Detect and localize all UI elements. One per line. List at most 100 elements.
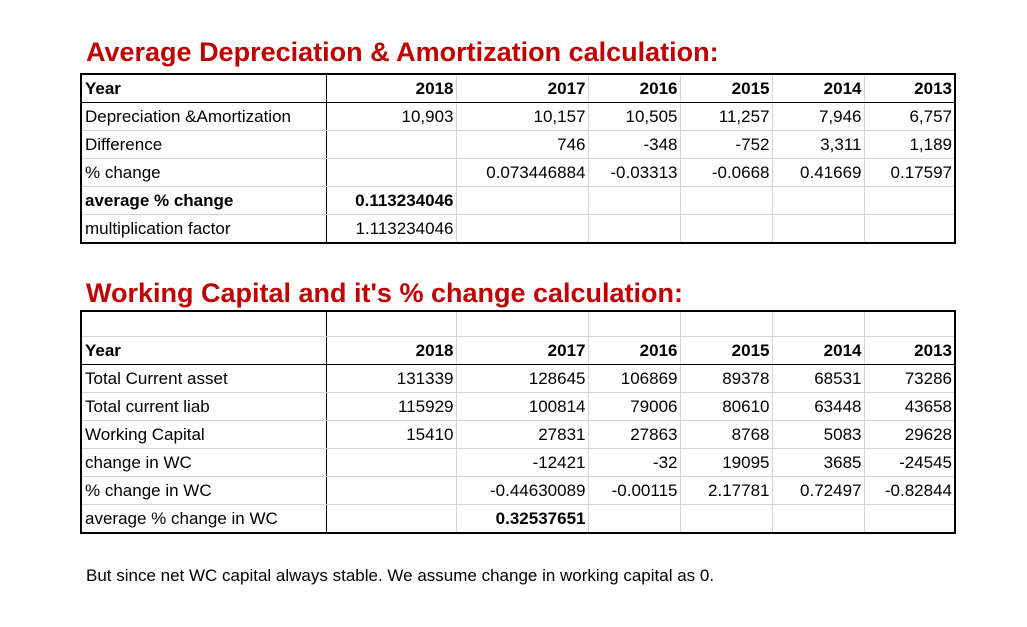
- header-2013: 2013: [863, 336, 956, 365]
- cell: 7,946: [771, 102, 865, 131]
- row-label: multiplication factor: [80, 214, 327, 244]
- spacer-cell: [325, 310, 457, 337]
- cell: -0.82844: [863, 476, 956, 505]
- cell: 0.17597: [863, 158, 956, 187]
- cell: [771, 504, 865, 534]
- cell: 29628: [863, 420, 956, 449]
- header-2016: 2016: [587, 73, 681, 103]
- cell: 2.17781: [679, 476, 773, 505]
- row-label: % change in WC: [80, 476, 327, 505]
- table-row: Total Current asset 131339 128645 106869…: [80, 364, 956, 393]
- cell: 89378: [679, 364, 773, 393]
- cell: 8768: [679, 420, 773, 449]
- cell: 746: [455, 130, 589, 159]
- cell: 19095: [679, 448, 773, 477]
- cell: 11,257: [679, 102, 773, 131]
- row-label: Depreciation &Amortization: [80, 102, 327, 131]
- cell: 3685: [771, 448, 865, 477]
- cell: [679, 504, 773, 534]
- cell: -12421: [455, 448, 589, 477]
- cell: [325, 476, 457, 505]
- cell: [863, 186, 956, 215]
- cell: 80610: [679, 392, 773, 421]
- cell: 0.32537651: [455, 504, 589, 534]
- working-capital-table: Year 2018 2017 2016 2015 2014 2013 Total…: [80, 310, 956, 534]
- cell: -0.03313: [587, 158, 681, 187]
- cell: 43658: [863, 392, 956, 421]
- header-year: Year: [80, 336, 327, 365]
- spacer-cell: [771, 310, 865, 337]
- cell: 1,189: [863, 130, 956, 159]
- header-2014: 2014: [771, 336, 865, 365]
- table-row: multiplication factor 1.113234046: [80, 214, 956, 244]
- table-spacer-row: [80, 310, 956, 337]
- cell: [325, 158, 457, 187]
- cell: 3,311: [771, 130, 865, 159]
- cell: -32: [587, 448, 681, 477]
- depreciation-table: Year 2018 2017 2016 2015 2014 2013 Depre…: [80, 73, 956, 244]
- cell: 27831: [455, 420, 589, 449]
- cell: [679, 214, 773, 244]
- cell: 27863: [587, 420, 681, 449]
- cell: 100814: [455, 392, 589, 421]
- cell: [679, 186, 773, 215]
- spacer-cell: [455, 310, 589, 337]
- row-label: average % change in WC: [80, 504, 327, 534]
- row-label: average % change: [80, 186, 327, 215]
- cell: 15410: [325, 420, 457, 449]
- header-2017: 2017: [455, 73, 589, 103]
- header-2017: 2017: [455, 336, 589, 365]
- cell: 115929: [325, 392, 457, 421]
- table-header-row: Year 2018 2017 2016 2015 2014 2013: [80, 73, 956, 103]
- cell: [455, 186, 589, 215]
- table-row: average % change in WC 0.32537651: [80, 504, 956, 534]
- cell: -752: [679, 130, 773, 159]
- cell: 5083: [771, 420, 865, 449]
- cell: [587, 214, 681, 244]
- cell: [325, 130, 457, 159]
- header-2014: 2014: [771, 73, 865, 103]
- cell: -0.44630089: [455, 476, 589, 505]
- cell: 0.41669: [771, 158, 865, 187]
- cell: 79006: [587, 392, 681, 421]
- cell: [771, 214, 865, 244]
- table-row: Difference 746 -348 -752 3,311 1,189: [80, 130, 956, 159]
- header-2018: 2018: [325, 73, 457, 103]
- table-row: % change in WC -0.44630089 -0.00115 2.17…: [80, 476, 956, 505]
- row-label: change in WC: [80, 448, 327, 477]
- cell: 106869: [587, 364, 681, 393]
- header-2015: 2015: [679, 336, 773, 365]
- cell: 131339: [325, 364, 457, 393]
- spacer-cell: [587, 310, 681, 337]
- header-2013: 2013: [863, 73, 956, 103]
- cell: -0.00115: [587, 476, 681, 505]
- row-label: Difference: [80, 130, 327, 159]
- cell: 10,157: [455, 102, 589, 131]
- row-label: Total Current asset: [80, 364, 327, 393]
- table-header-row: Year 2018 2017 2016 2015 2014 2013: [80, 336, 956, 365]
- header-2015: 2015: [679, 73, 773, 103]
- cell: 10,505: [587, 102, 681, 131]
- cell: [863, 504, 956, 534]
- cell: 73286: [863, 364, 956, 393]
- spacer-cell: [80, 310, 327, 337]
- cell: 0.073446884: [455, 158, 589, 187]
- cell: 0.72497: [771, 476, 865, 505]
- header-2018: 2018: [325, 336, 457, 365]
- cell: [325, 504, 457, 534]
- cell: 63448: [771, 392, 865, 421]
- cell: 10,903: [325, 102, 457, 131]
- row-label: % change: [80, 158, 327, 187]
- spacer-cell: [679, 310, 773, 337]
- cell: [325, 448, 457, 477]
- header-2016: 2016: [587, 336, 681, 365]
- cell: [455, 214, 589, 244]
- table-row: average % change 0.113234046: [80, 186, 956, 215]
- cell: 6,757: [863, 102, 956, 131]
- cell: 1.113234046: [325, 214, 457, 244]
- cell: 0.113234046: [325, 186, 457, 215]
- cell: -348: [587, 130, 681, 159]
- header-year: Year: [80, 73, 327, 103]
- cell: [587, 504, 681, 534]
- table-row: change in WC -12421 -32 19095 3685 -2454…: [80, 448, 956, 477]
